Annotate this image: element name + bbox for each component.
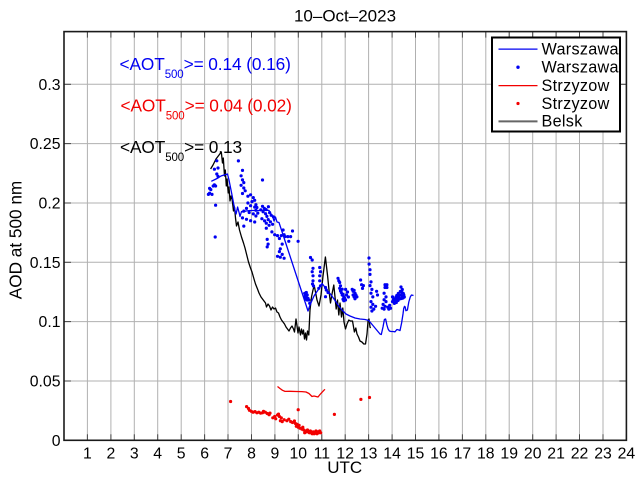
svg-text:0.3: 0.3 [39, 77, 61, 94]
svg-text:6: 6 [200, 446, 209, 463]
svg-text:22: 22 [571, 446, 589, 463]
svg-text:0: 0 [52, 433, 61, 450]
svg-text:10: 10 [290, 446, 308, 463]
svg-text:16: 16 [430, 446, 448, 463]
svg-text:Belsk: Belsk [542, 113, 584, 131]
svg-text:18: 18 [477, 446, 495, 463]
svg-text:17: 17 [454, 446, 472, 463]
svg-text:7: 7 [224, 446, 233, 463]
svg-text:0.05: 0.05 [30, 374, 61, 391]
svg-text:0.15: 0.15 [30, 255, 61, 272]
svg-text:UTC: UTC [327, 458, 362, 477]
svg-text:1: 1 [83, 446, 92, 463]
svg-text:Warszawa: Warszawa [542, 59, 619, 77]
svg-text:15: 15 [407, 446, 425, 463]
svg-text:21: 21 [547, 446, 565, 463]
svg-text:4: 4 [153, 446, 162, 463]
svg-text:0.1: 0.1 [39, 314, 61, 331]
svg-text:10–Oct–2023: 10–Oct–2023 [294, 6, 396, 25]
svg-text:9: 9 [271, 446, 280, 463]
svg-text:0.25: 0.25 [30, 136, 61, 153]
svg-text:11: 11 [314, 446, 331, 463]
svg-text:Strzyzow: Strzyzow [542, 95, 610, 113]
svg-text:AOD at 500 nm: AOD at 500 nm [6, 181, 26, 299]
svg-text:20: 20 [524, 446, 542, 463]
svg-text:13: 13 [360, 446, 378, 463]
svg-text:Strzyzow: Strzyzow [542, 77, 610, 95]
svg-text:2: 2 [107, 446, 116, 463]
svg-text:5: 5 [177, 446, 186, 463]
svg-text:0.2: 0.2 [39, 196, 61, 213]
svg-text:8: 8 [247, 446, 256, 463]
svg-text:19: 19 [500, 446, 518, 463]
svg-text:24: 24 [618, 446, 636, 463]
svg-text:23: 23 [594, 446, 612, 463]
svg-text:3: 3 [130, 446, 139, 463]
svg-text:14: 14 [383, 446, 401, 463]
svg-text:12: 12 [336, 446, 354, 463]
svg-text:Warszawa: Warszawa [542, 40, 619, 58]
